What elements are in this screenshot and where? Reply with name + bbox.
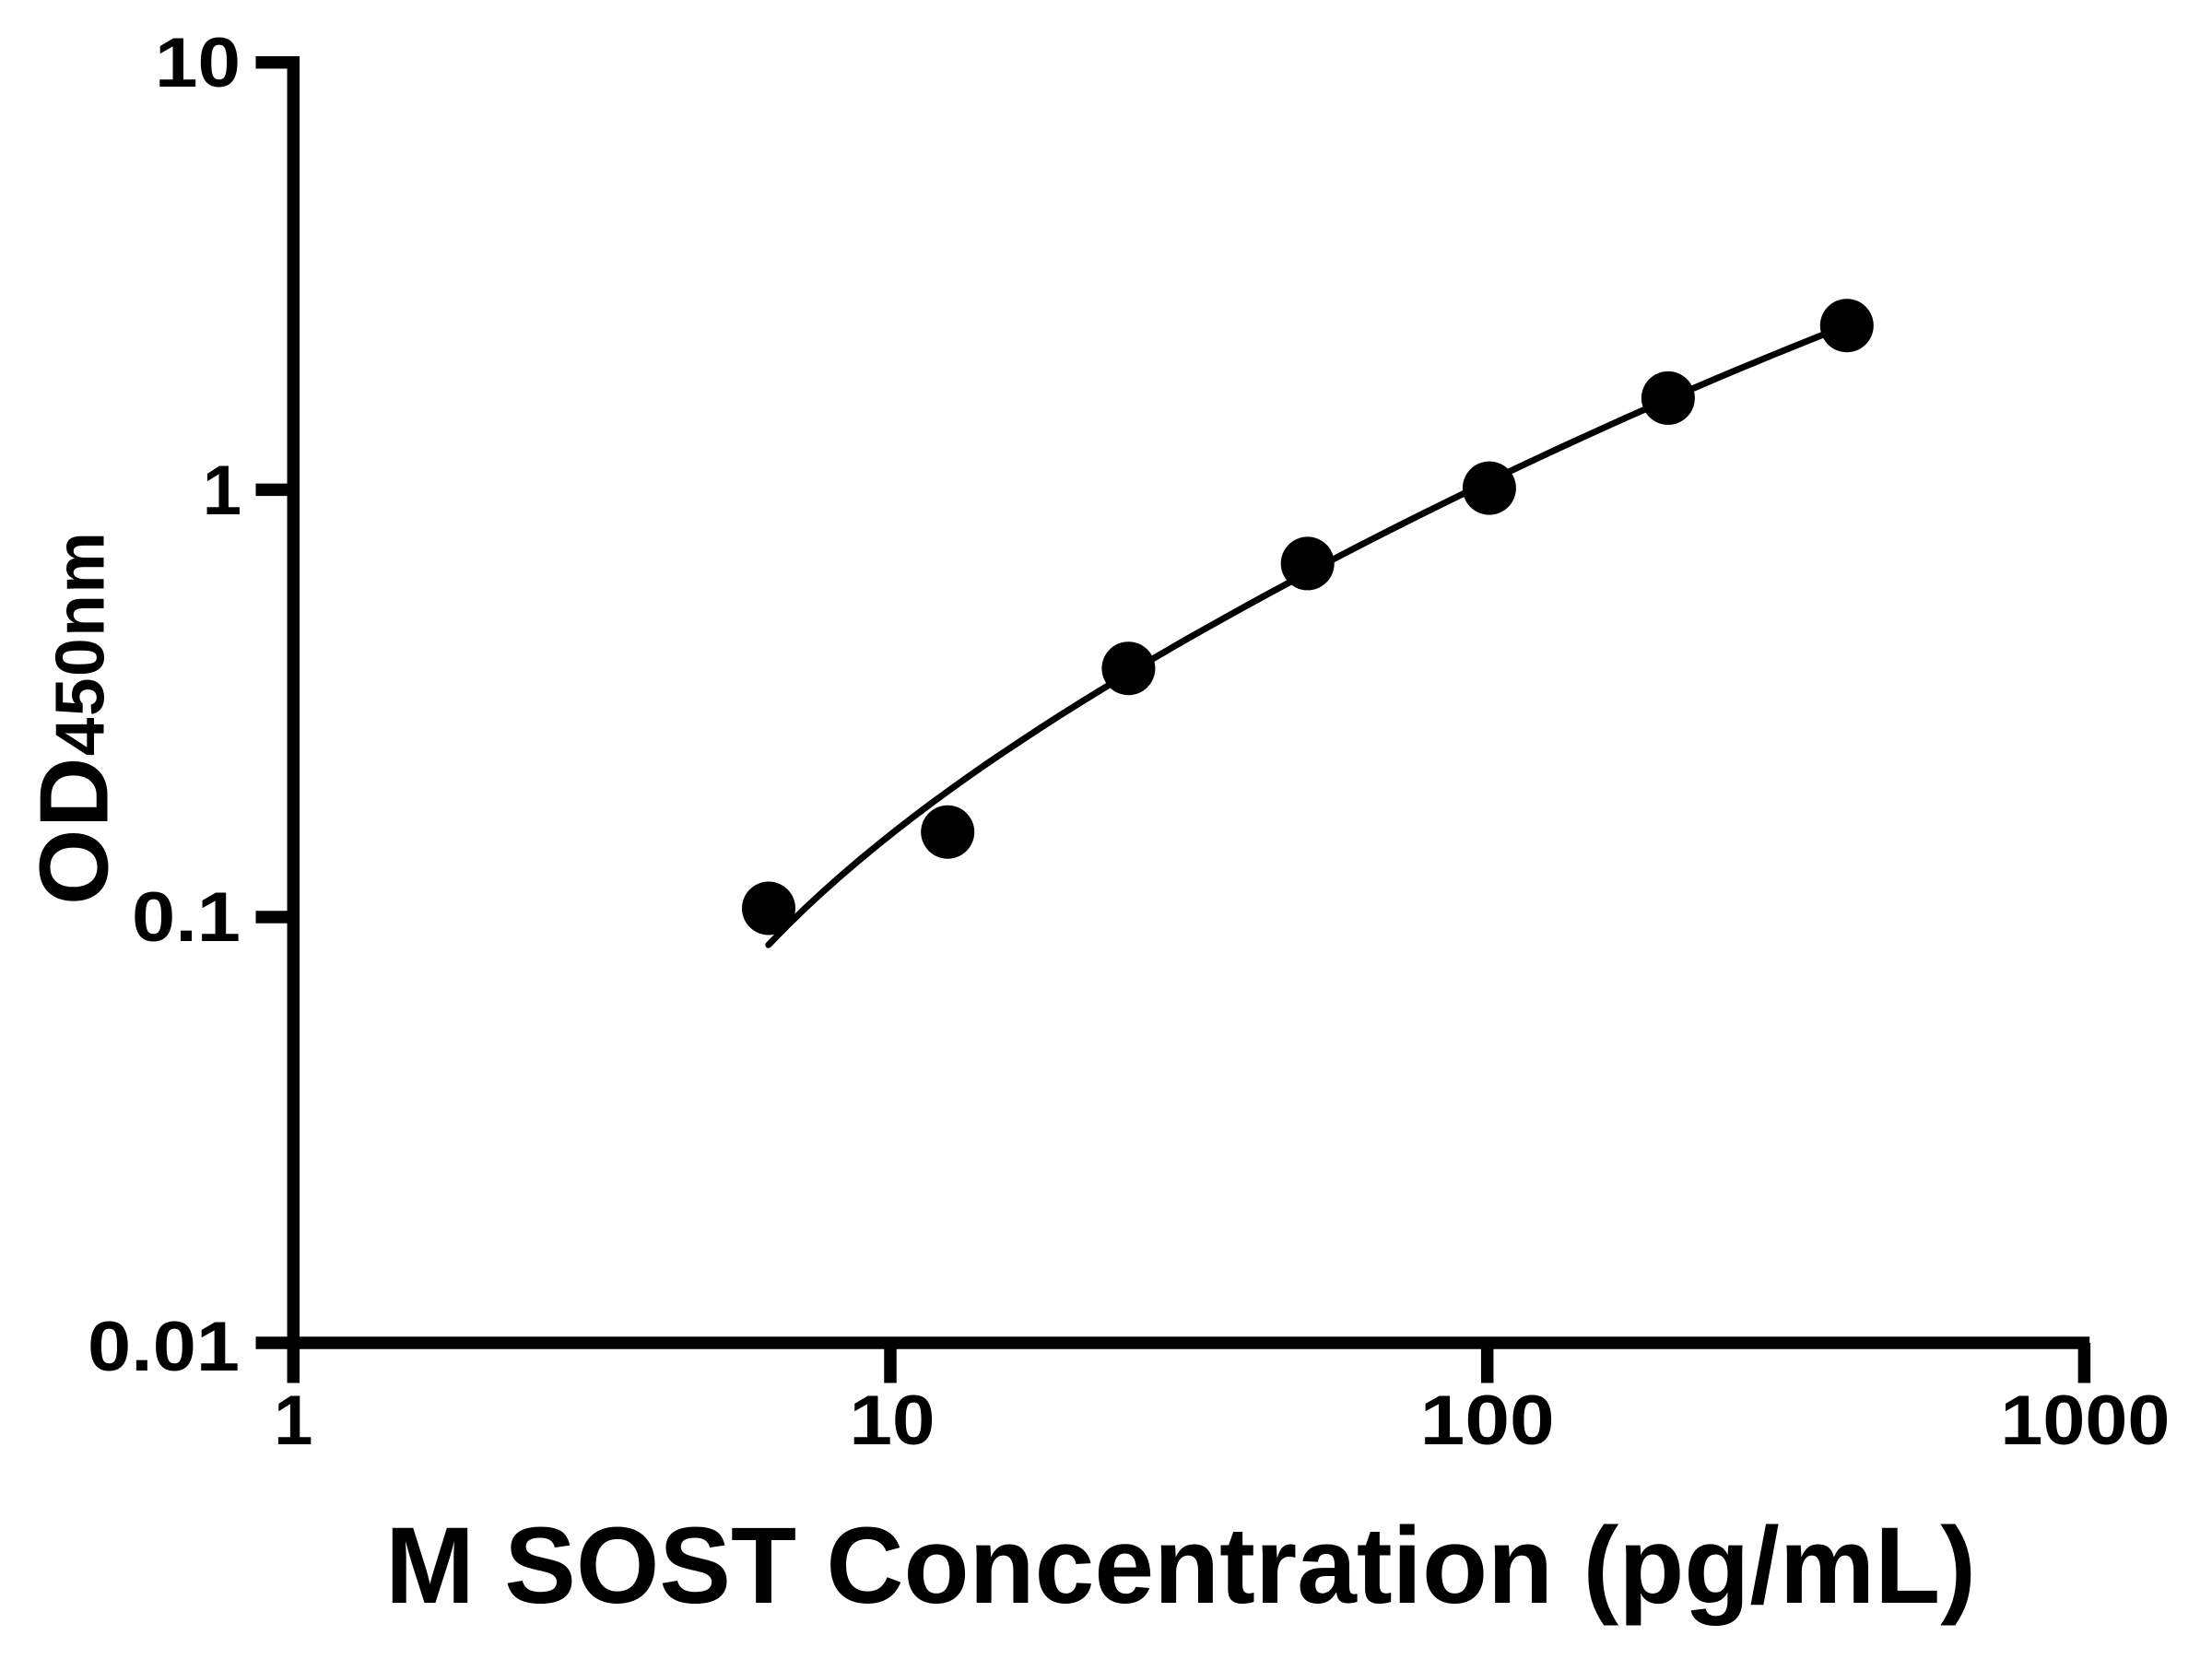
svg-text:1000: 1000: [2000, 1382, 2170, 1460]
svg-text:0.1: 0.1: [132, 878, 241, 957]
svg-text:100: 100: [1420, 1382, 1555, 1460]
svg-text:1: 1: [203, 452, 241, 530]
svg-text:0.01: 0.01: [88, 1308, 240, 1386]
svg-text:OD450nm: OD450nm: [20, 532, 129, 905]
svg-text:10: 10: [850, 1382, 935, 1460]
svg-text:1: 1: [274, 1382, 312, 1460]
svg-text:10: 10: [155, 24, 241, 102]
svg-text:M SOST Concentration (pg/mL): M SOST Concentration (pg/mL): [385, 1505, 1976, 1627]
